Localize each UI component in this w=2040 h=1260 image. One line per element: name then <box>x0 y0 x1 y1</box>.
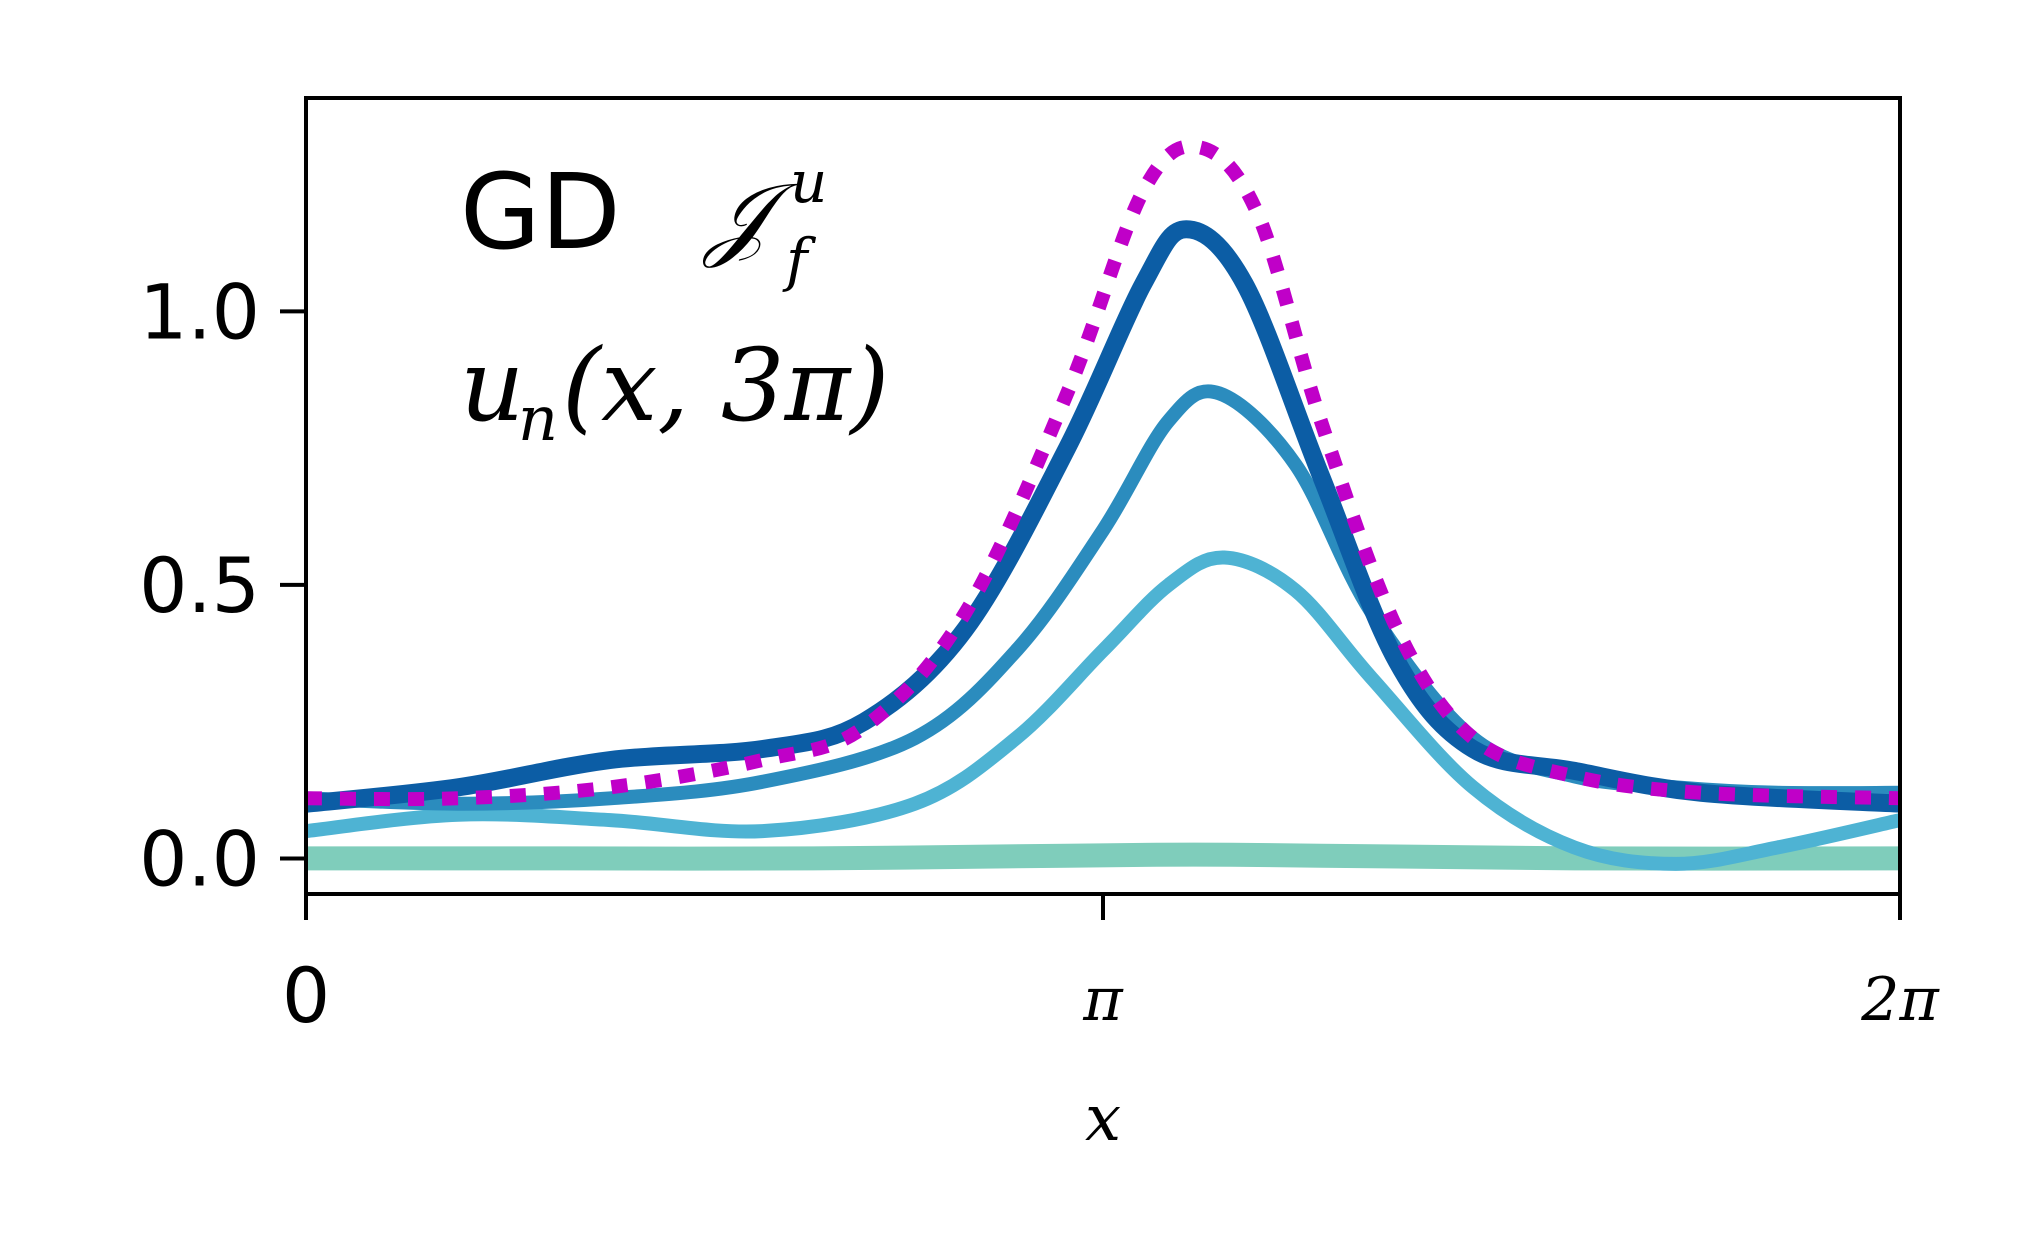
y-tick-label: 0.0 <box>139 814 260 903</box>
series-line-iterate-3 <box>306 220 1900 813</box>
x-tick-label: π <box>1082 965 1124 1035</box>
functional-subscript: f <box>782 226 817 294</box>
field-arguments: (x, 3π) <box>562 327 889 444</box>
functional-superscript: u <box>790 148 827 216</box>
y-tick-label: 0.5 <box>139 541 260 630</box>
method-label: GD <box>460 151 621 273</box>
field-symbol: u <box>460 327 524 444</box>
x-axis: 0 π 2π <box>282 894 1940 1040</box>
x-tick-label: 2π <box>1860 965 1940 1035</box>
y-tick-label: 1.0 <box>139 267 260 356</box>
annotation: GD 𝒥 u f u n (x, 3π) <box>460 148 889 455</box>
x-axis-label: x <box>1085 1082 1121 1156</box>
y-axis: 0.0 0.5 1.0 <box>139 267 306 903</box>
series-layer <box>306 139 1900 871</box>
series-line-iterate-1 <box>306 550 1900 871</box>
x-tick-label: 0 <box>282 951 330 1040</box>
field-subscript: n <box>518 382 558 455</box>
functional-symbol: 𝒥 <box>702 163 799 270</box>
series-line-iterate-0 <box>306 842 1900 871</box>
series-line-target <box>306 139 1900 807</box>
